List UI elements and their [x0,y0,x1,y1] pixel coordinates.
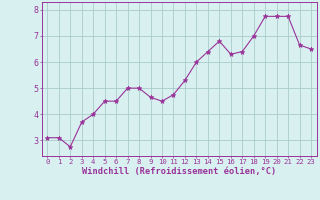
X-axis label: Windchill (Refroidissement éolien,°C): Windchill (Refroidissement éolien,°C) [82,167,276,176]
